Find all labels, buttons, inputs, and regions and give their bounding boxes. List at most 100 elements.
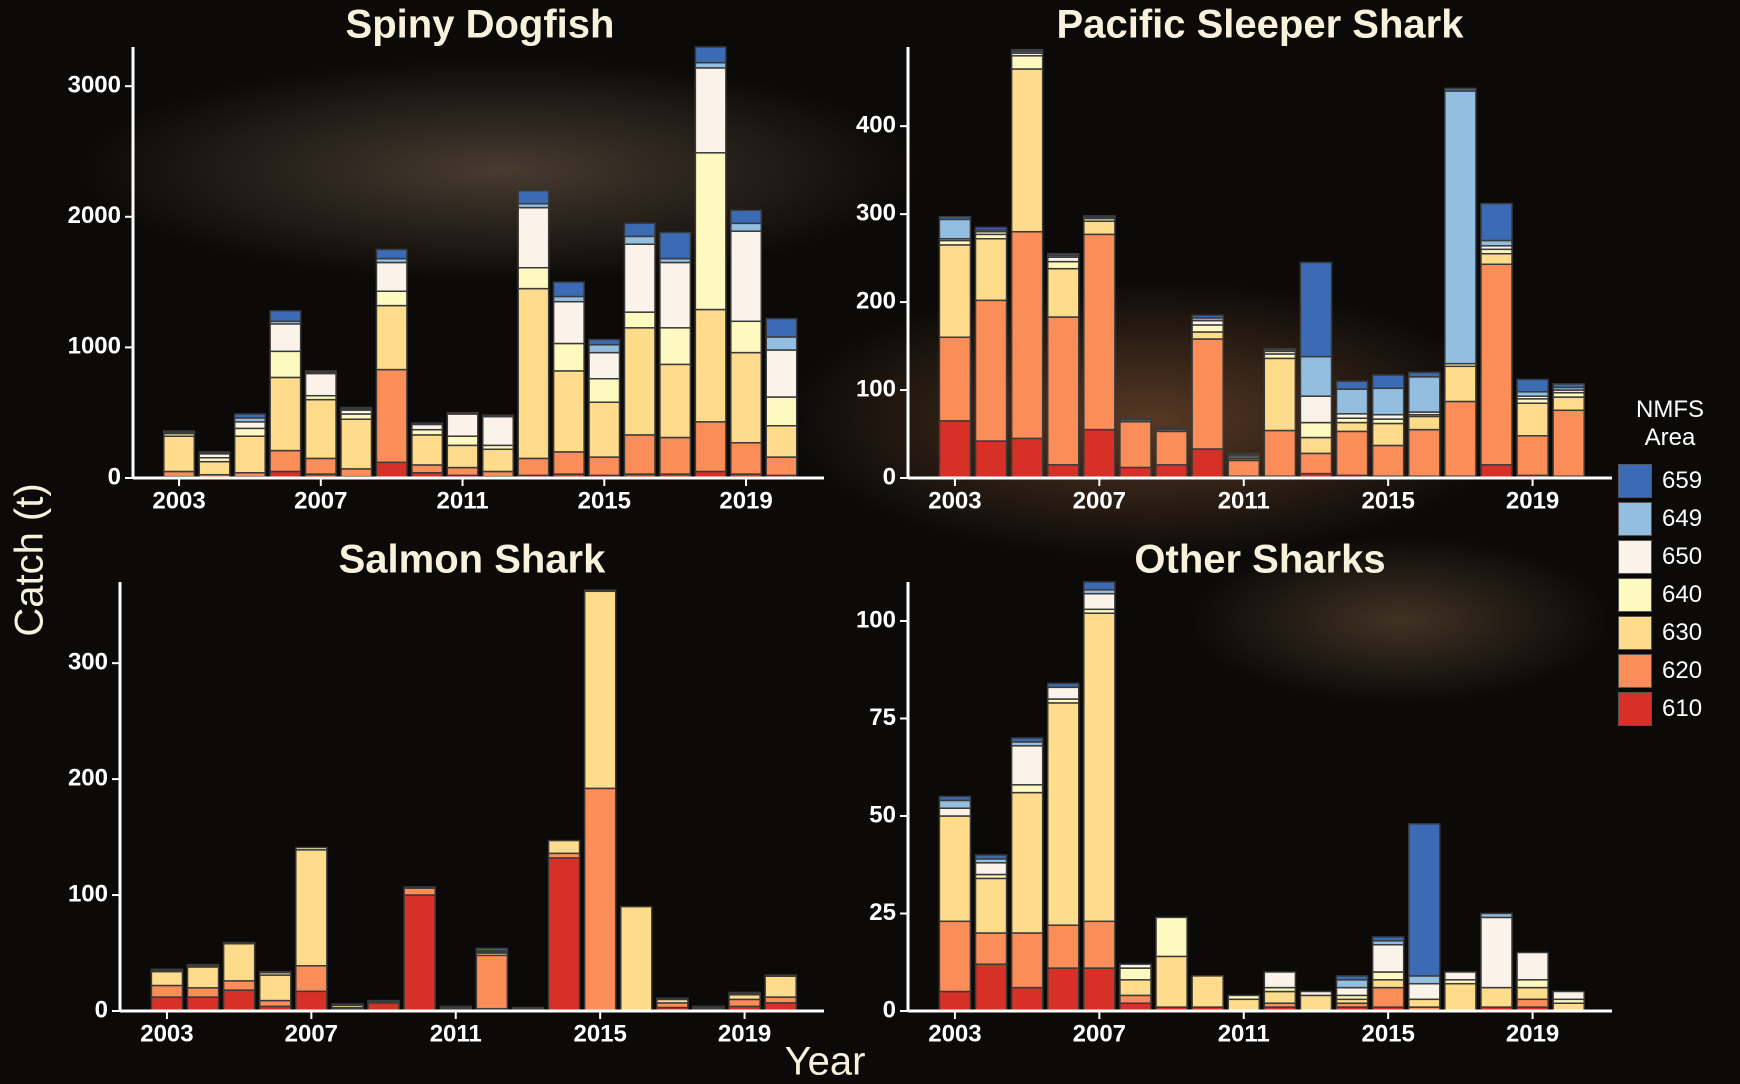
bar-segment	[258, 974, 292, 1002]
x-tick-label: 2007	[294, 487, 347, 514]
bar-segment	[1335, 421, 1369, 433]
bar-segment	[1119, 420, 1152, 469]
bar-segment	[1407, 428, 1441, 477]
y-tick-label: 75	[869, 704, 896, 731]
legend-label: 610	[1662, 695, 1703, 722]
bar-segment	[150, 984, 184, 998]
bar-segment	[1191, 975, 1224, 1008]
bar-segment	[186, 963, 220, 967]
bar-segment	[340, 418, 373, 470]
bar-segment	[331, 1003, 364, 1006]
bar-segment	[1371, 979, 1405, 989]
bar-segment	[552, 300, 585, 345]
bar-segment	[1227, 452, 1261, 456]
bar-segment	[222, 941, 256, 945]
bar-segment	[1335, 388, 1369, 415]
bar-segment	[295, 965, 328, 993]
bar-segment	[482, 415, 514, 447]
bar-segment	[1335, 986, 1369, 997]
bar-segment	[340, 468, 373, 478]
x-tick-label: 2003	[140, 1020, 193, 1047]
legend-swatch	[1618, 464, 1652, 498]
bar-segment	[1480, 912, 1513, 919]
bar-segment	[517, 266, 550, 290]
bar-segment	[1191, 338, 1224, 450]
x-tick-label: 2019	[1506, 1020, 1559, 1047]
bar-segment	[588, 351, 621, 380]
bar-segment	[1119, 994, 1152, 1004]
bar-segment	[1299, 994, 1333, 1012]
bar-segment	[186, 966, 220, 989]
bar-segment	[1552, 383, 1585, 389]
x-tick-label: 2019	[1506, 487, 1559, 514]
bar-segment	[1299, 355, 1333, 397]
bar-segment	[1407, 975, 1441, 985]
bar-segment	[1444, 87, 1477, 92]
bar-segment	[1083, 612, 1116, 923]
y-tick-label: 1000	[68, 333, 121, 360]
x-tick-label: 2011	[1218, 1020, 1270, 1047]
bar-segment	[552, 281, 585, 298]
bar-segment	[1407, 376, 1441, 413]
bar-segment	[269, 323, 302, 353]
bar-segment	[1516, 402, 1549, 437]
bar-segment	[974, 854, 1008, 860]
bar-segment	[1299, 436, 1333, 455]
bar-segment	[552, 295, 585, 303]
bar-segment	[403, 894, 436, 1012]
bar-segment	[623, 434, 656, 475]
x-tick-label: 2007	[285, 1020, 338, 1047]
legend-item: 630	[1618, 614, 1722, 652]
bar-segment	[1046, 316, 1080, 466]
bar-segment	[375, 461, 408, 479]
bar-segment	[730, 351, 763, 444]
bar-segment	[1155, 427, 1188, 430]
bar-segment	[269, 376, 302, 452]
x-tick-label: 2019	[718, 1020, 771, 1047]
legend-label: 659	[1662, 467, 1703, 494]
x-tick-label: 2007	[1073, 1020, 1126, 1047]
bar-segment	[764, 974, 797, 977]
bar-segment	[367, 999, 400, 1003]
legend: NMFS Area 659 649 650 640 630 620 610	[1618, 396, 1722, 728]
bar-segment	[659, 231, 692, 260]
panel-title: Spiny Dogfish	[346, 3, 615, 47]
bar-segment	[1335, 430, 1369, 477]
legend-label: 650	[1662, 543, 1703, 570]
bar-segment	[974, 226, 1008, 231]
bar-segment	[1046, 464, 1080, 479]
bar-segment	[694, 308, 727, 423]
bar-segment	[198, 460, 231, 476]
bar-segment	[623, 327, 656, 436]
bar-segment	[938, 799, 972, 809]
bar-segment	[1155, 430, 1188, 466]
bar-segment	[446, 411, 479, 415]
legend-item: 649	[1618, 500, 1722, 538]
bar-segment	[340, 406, 373, 410]
bar-segment	[1480, 239, 1513, 247]
bar-segment	[1444, 971, 1477, 981]
bar-segment	[1119, 417, 1152, 420]
bar-segment	[1227, 459, 1261, 477]
bar-segment	[583, 787, 617, 1012]
bar-segment	[1371, 936, 1405, 942]
bar-segment	[659, 261, 692, 329]
bar-segment	[1119, 967, 1152, 981]
bar-segment	[1371, 986, 1405, 1008]
bar-segment	[482, 470, 514, 478]
bar-segment	[186, 996, 220, 1012]
x-tick-label: 2015	[1361, 487, 1414, 514]
bar-segment	[403, 887, 436, 896]
bar-segment	[974, 862, 1008, 876]
bar-segment	[1263, 347, 1297, 351]
bar-segment	[233, 421, 266, 430]
bar-segment	[764, 996, 797, 1004]
legend-swatch	[1618, 540, 1652, 574]
bar-segment	[511, 1006, 545, 1010]
bar-segment	[1010, 55, 1044, 70]
bar-segment	[1227, 998, 1261, 1012]
x-tick-label: 2011	[1218, 487, 1270, 514]
legend-item: 620	[1618, 652, 1722, 690]
bar-segment	[547, 857, 581, 1012]
bar-segment	[1299, 421, 1333, 439]
